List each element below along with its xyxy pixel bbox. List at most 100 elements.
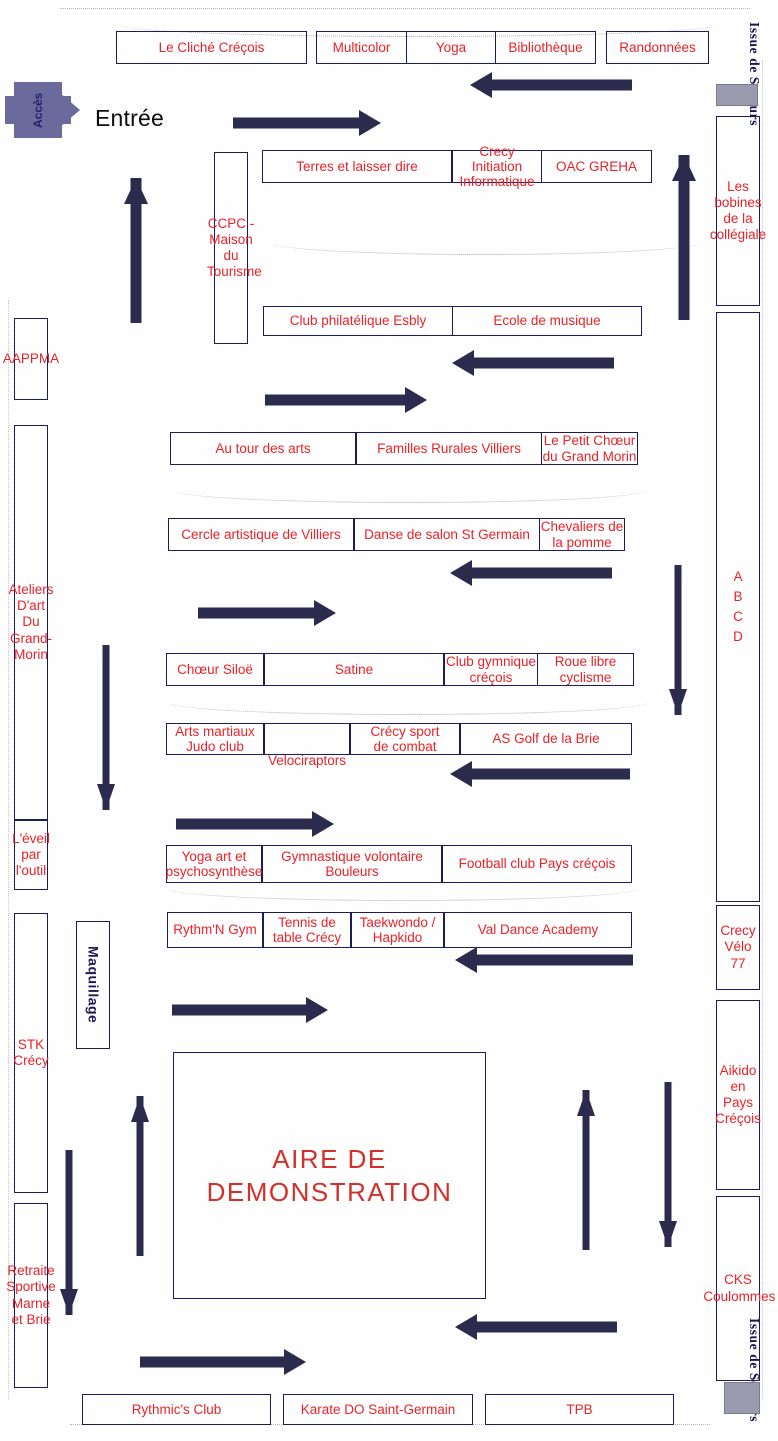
aisle-curve-4 <box>168 876 638 901</box>
stand-label: CCPC - Maison du Tourisme <box>207 215 262 280</box>
stand-ateliers-dart-du-grand-morin[interactable]: Ateliers D'art Du Grand-Morin <box>9 425 54 820</box>
stand-club-philatelique-esbly[interactable]: Club philatélique Esbly <box>263 306 453 336</box>
stand-familles-rurales-villiers[interactable]: Familles Rurales Villiers <box>356 432 542 465</box>
aisle-curve-3 <box>168 690 648 715</box>
stand-aappma[interactable]: AAPPMA <box>3 318 59 400</box>
access-label: Accès <box>31 92 45 128</box>
stand-label: Rythm'N Gym <box>173 922 257 938</box>
stand-leveil-par-loutil[interactable]: L'éveil par l'outil <box>12 820 50 890</box>
emergency-exit-bottom-icon <box>724 1382 760 1414</box>
stand-label: Club gymnique créçois <box>445 654 537 685</box>
stand-label: Ateliers D'art Du Grand-Morin <box>8 582 54 662</box>
stand-label: Cercle artistique de Villiers <box>181 526 341 542</box>
aisle-arrow-left-3 <box>450 560 612 586</box>
top-sketch-curve <box>118 12 718 37</box>
stand-label: CKS Coulommes <box>703 1272 776 1304</box>
stand-taekwondo-hapkido[interactable]: Taekwondo / Hapkido <box>351 912 444 948</box>
stand-crecy-velo-77[interactable]: Crecy Vélo 77 <box>716 905 760 990</box>
stand-football-club-pays-crecois[interactable]: Football club Pays créçois <box>442 845 632 883</box>
stand-multicolor[interactable]: Multicolor <box>316 31 407 64</box>
right-edge-dash <box>762 60 763 1400</box>
stand-label: Taekwondo / Hapkido <box>359 914 436 945</box>
stand-tennis-de-table-crecy[interactable]: Tennis de table Crécy <box>263 912 351 948</box>
emergency-exit-top-label: Issue de Secours <box>747 22 762 127</box>
stand-tpb[interactable]: TPB <box>485 1394 674 1425</box>
stand-stk-crecy[interactable]: STK Crécy <box>13 913 49 1193</box>
aisle-arrow-left-4 <box>450 761 630 787</box>
stand-velociraptors[interactable]: Velociraptors <box>264 723 350 768</box>
stand-label: Les bobines de la collégiale <box>709 178 767 243</box>
top-sketch-line <box>60 8 750 9</box>
access-badge: Accès <box>5 82 80 138</box>
stand-label: Football club Pays créçois <box>458 856 616 872</box>
stand-crecy-sport-de-combat[interactable]: Crécy sport de combat <box>350 723 460 755</box>
stand-label: Yoga art et psychosynthèse <box>165 848 263 879</box>
stand-cks-coulommes[interactable]: CKS Coulommes <box>703 1196 775 1381</box>
stand-label: STK Crécy <box>13 1036 49 1068</box>
aisle-arrow-right-5 <box>172 997 328 1023</box>
stand-choeur-siloe[interactable]: Chœur Siloë <box>166 653 264 686</box>
stand-retraite-sportive-marne-et-brie[interactable]: Retraite Sportive Marne et Brie <box>6 1203 56 1388</box>
stand-yoga[interactable]: Yoga <box>406 31 496 64</box>
stand-label: Maquillage <box>85 946 102 1024</box>
stand-roue-libre-cyclisme[interactable]: Roue libre cyclisme <box>537 653 634 686</box>
aisle-arrow-right-6 <box>140 1349 306 1375</box>
stand-le-cliche-crecois[interactable]: Le Cliché Créçois <box>116 31 307 64</box>
stand-ccpc-maison-du-tourisme[interactable]: CCPC - Maison du Tourisme <box>207 152 262 344</box>
stand-label: L'éveil par l'outil <box>12 830 50 879</box>
stand-chevaliers-de-la-pomme[interactable]: Chevaliers de la pomme <box>539 518 625 551</box>
stand-satine[interactable]: Satine <box>264 653 444 686</box>
stand-label: Roue libre cyclisme <box>554 654 617 685</box>
aisle-arrow-right-3 <box>198 600 336 626</box>
aisle-arrow-right-1 <box>233 110 381 136</box>
stand-label: Crecy Initiation Informatique <box>459 143 535 190</box>
stand-bibliotheque[interactable]: Bibliothèque <box>495 31 596 64</box>
aisle-arrow-right-4 <box>176 811 334 837</box>
stand-rythmn-gym[interactable]: Rythm'N Gym <box>167 912 263 948</box>
stand-danse-de-salon-st-germain[interactable]: Danse de salon St Germain <box>354 518 540 551</box>
aisle-arrow-down-right <box>667 565 689 715</box>
stand-rythmics-club[interactable]: Rythmic's Club <box>82 1394 271 1425</box>
stand-label: Crecy Vélo 77 <box>720 923 756 971</box>
stand-les-bobines-de-la-collegiale[interactable]: Les bobines de la collégiale <box>710 116 766 306</box>
stand-le-petit-choeur-du-grand-morin[interactable]: Le Petit Chœur du Grand Morin <box>541 432 638 465</box>
stand-arts-martiaux-judo-club[interactable]: Arts martiaux Judo club <box>166 723 264 755</box>
stand-label: AAPPMA <box>2 350 60 366</box>
demo-arrow-up-left <box>129 1096 151 1256</box>
stand-maquillage[interactable]: Maquillage <box>76 921 110 1049</box>
stand-oac-greha[interactable]: OAC GREHA <box>541 150 652 183</box>
stand-label: Velociraptors <box>267 753 347 769</box>
stand-label: Gymnastique volontaire Bouleurs <box>281 848 423 879</box>
stand-ecole-de-musique[interactable]: Ecole de musique <box>452 306 642 336</box>
stand-label: Crécy sport de combat <box>370 723 440 754</box>
stand-gymnastique-volontaire-bouleurs[interactable]: Gymnastique volontaire Bouleurs <box>262 845 442 883</box>
stand-as-golf-de-la-brie[interactable]: AS Golf de la Brie <box>460 723 632 755</box>
stand-terres-et-laisser-dire[interactable]: Terres et laisser dire <box>262 150 452 183</box>
aisle-arrow-up-1 <box>123 178 149 323</box>
demo-arrow-up-right <box>575 1090 597 1250</box>
stand-karate-do-saint-germain[interactable]: Karate DO Saint-Germain <box>283 1394 473 1425</box>
stand-label: Retraite Sportive Marne et Brie <box>6 1263 56 1327</box>
stand-randonnees[interactable]: Randonnées <box>606 31 709 64</box>
emergency-exit-top-icon <box>716 84 758 106</box>
demo-arrow-down-left <box>58 1150 80 1315</box>
stand-yoga-art-et-psychosynthese[interactable]: Yoga art et psychosynthèse <box>166 845 262 883</box>
entrance-label: Entrée <box>95 105 164 131</box>
aisle-arrow-right-2 <box>265 387 427 413</box>
stand-label: Danse de salon St Germain <box>364 526 530 542</box>
stand-aikido-en-pays-crecois[interactable]: Aikido en Pays Créçois <box>715 1000 761 1190</box>
aisle-arrow-down-left <box>95 645 117 810</box>
aisle-arrow-left-2 <box>452 350 614 376</box>
aisle-arrow-left-5 <box>455 947 633 973</box>
stand-cercle-artistique-de-villiers[interactable]: Cercle artistique de Villiers <box>168 518 354 551</box>
stand-club-gymnique-crecois[interactable]: Club gymnique créçois <box>444 653 538 686</box>
stand-au-tour-des-arts[interactable]: Au tour des arts <box>170 432 356 465</box>
stand-label: Tennis de table Crécy <box>272 914 342 945</box>
stand-label: Chevaliers de la pomme <box>540 519 624 550</box>
stand-val-dance-academy[interactable]: Val Dance Academy <box>444 912 632 948</box>
demonstration-area: AIRE DE DEMONSTRATION <box>173 1052 486 1299</box>
stand-crecy-initiation-informatique[interactable]: Crecy Initiation Informatique <box>452 144 542 189</box>
